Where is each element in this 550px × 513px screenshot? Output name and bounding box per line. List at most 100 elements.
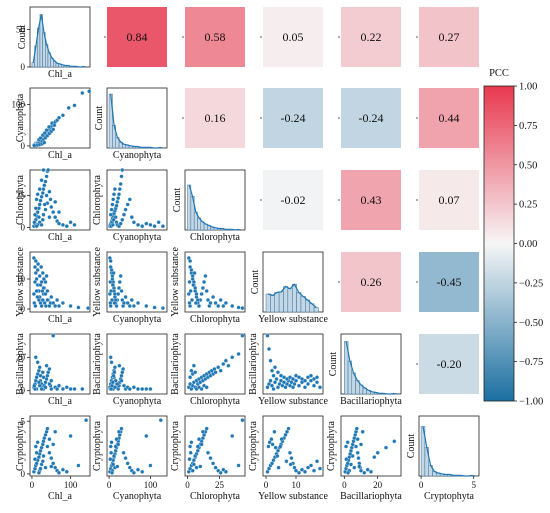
hist-bar	[300, 296, 306, 313]
scatter-point	[302, 378, 308, 383]
scatter-point	[392, 439, 397, 444]
scatter-point	[44, 363, 49, 368]
scatter-point	[293, 468, 299, 473]
axes-frame	[340, 415, 402, 477]
scatter-point	[41, 453, 46, 459]
cell-3-4: 0.26	[338, 252, 401, 312]
colorbar-tick-label: 0.00	[519, 239, 537, 250]
scatter-point	[34, 450, 39, 455]
scatter-point	[40, 370, 45, 375]
axes-frame	[106, 169, 168, 231]
axes-frame	[262, 415, 324, 477]
scatter-point	[271, 386, 276, 392]
scatter-point	[37, 273, 42, 279]
scatter-point	[45, 373, 50, 378]
scatter-point	[135, 300, 141, 306]
axes-frame	[29, 87, 91, 149]
count-label: Count	[406, 434, 417, 459]
cell-0-0: Count 0 50 Chl_a	[16, 6, 91, 80]
scatter-point	[47, 381, 52, 387]
scatter-point	[352, 465, 357, 470]
colorbar-tick-label: −0.50	[519, 318, 543, 329]
scatter-point	[288, 462, 293, 467]
scatter-point	[195, 297, 200, 303]
scatter-point	[38, 198, 43, 203]
scatter-point	[275, 385, 281, 390]
scatter-point	[49, 456, 54, 461]
scatter-point	[121, 212, 127, 217]
x-axis-label-cyanophyta: Cyanophyta	[113, 150, 162, 161]
x-tick-label: 0	[185, 480, 190, 490]
scatter-point	[117, 363, 122, 368]
axes-frame	[29, 169, 91, 231]
scatter-point	[131, 220, 136, 225]
cell-2-2: Count Chlorophyta	[172, 169, 246, 243]
x-axis-label-chl-a: Chl_a	[48, 396, 72, 407]
colorbar-tick-label: 0.50	[519, 160, 537, 171]
scatter-point	[265, 385, 270, 390]
scatter-point	[125, 461, 130, 466]
scatter-point	[47, 437, 52, 442]
scatter-point	[110, 202, 115, 207]
scatter-point	[135, 222, 141, 227]
axes-frame	[184, 251, 246, 313]
x-axis-label-chl-a: Chl_a	[48, 150, 72, 161]
scatter-point	[32, 143, 37, 148]
scatter-point	[275, 453, 280, 459]
scatter-point	[43, 179, 48, 184]
scatter-point	[118, 221, 123, 226]
pcc-label: 0.44	[439, 111, 460, 125]
scatter-point	[223, 358, 228, 363]
count-label: Count	[328, 352, 339, 377]
scatter-point	[317, 385, 323, 390]
scatter-point	[205, 297, 211, 303]
kde-curve	[422, 426, 473, 477]
hist-bar	[296, 292, 302, 313]
scatter-point	[40, 190, 45, 196]
scatter-point	[72, 103, 77, 108]
scatter-point	[64, 469, 69, 474]
scatter-point	[72, 222, 77, 227]
scatter-point	[199, 442, 204, 447]
axes-frame	[29, 333, 91, 395]
colorbar-tick-label: −0.25	[519, 278, 543, 289]
scatter-point	[119, 288, 124, 294]
scatter-point	[72, 386, 77, 392]
scatter-point	[308, 373, 314, 378]
scatter-point	[47, 189, 52, 194]
scatter-point	[32, 386, 38, 392]
scatter-point	[144, 433, 149, 439]
scatter-point	[188, 303, 193, 309]
scatter-point	[53, 465, 58, 470]
scatter-point	[41, 187, 46, 192]
scatter-point	[314, 380, 320, 385]
scatter-point	[32, 212, 38, 217]
y-tick-label: 25	[16, 191, 26, 201]
scatter-point	[240, 333, 245, 338]
scatter-point	[47, 450, 52, 455]
count-label: Count	[172, 188, 183, 213]
scatter-point	[49, 294, 54, 300]
scatter-point	[131, 303, 136, 309]
cell-2-3: -0.02	[260, 170, 323, 230]
x-axis-label-bacillariophyta: Bacillariophyta	[340, 491, 402, 502]
scatter-point	[32, 264, 38, 270]
y-tick-label: 50	[16, 25, 26, 35]
scatter-point	[38, 282, 43, 288]
hist-bar	[278, 291, 284, 313]
scatter-point	[112, 300, 117, 306]
scatter-point	[148, 386, 153, 392]
scatter-point	[86, 306, 91, 311]
scatter-point	[273, 445, 278, 450]
scatter-point	[204, 426, 209, 431]
scatter-point	[109, 267, 114, 273]
scatter-point	[68, 220, 73, 225]
scatter-point	[192, 270, 197, 276]
scatter-point	[119, 426, 124, 431]
cell-0-1: 0.84	[104, 7, 167, 67]
scatter-point	[221, 303, 226, 309]
scatter-point	[148, 463, 153, 468]
